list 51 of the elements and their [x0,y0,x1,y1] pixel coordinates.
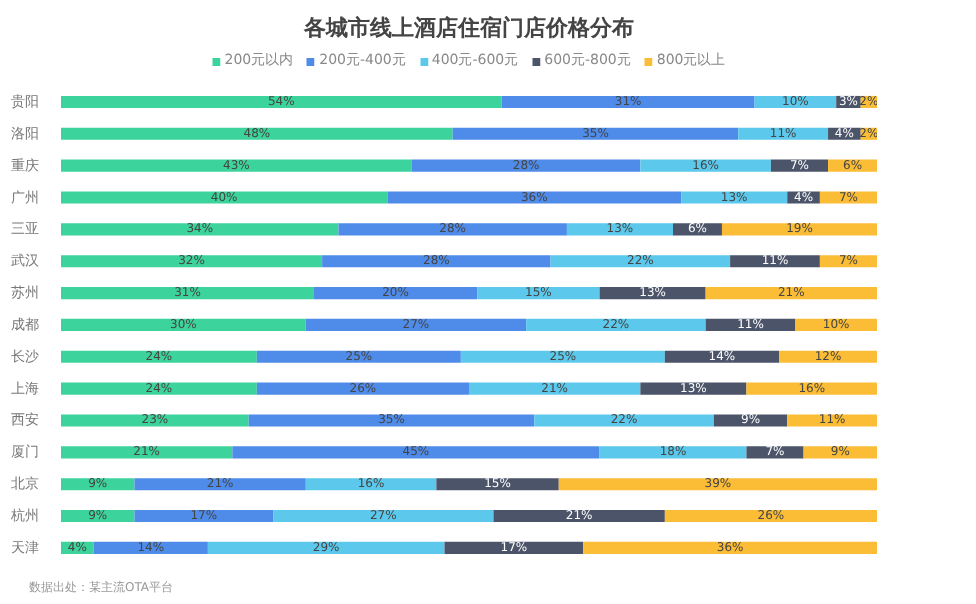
bar [640,159,771,172]
bar [61,382,257,395]
bar [387,191,682,204]
bar [452,127,739,140]
bar [322,255,551,268]
bar [501,95,755,109]
bar [248,414,535,427]
bar [61,223,339,236]
bar [436,478,559,491]
bar [207,541,445,554]
bar [819,191,877,204]
bar [550,255,731,268]
bar [469,382,641,395]
bar [61,95,502,109]
bar [134,478,306,491]
bar [61,159,412,172]
bar [599,446,747,459]
bar [713,414,788,427]
bar [558,478,877,491]
bar [444,541,584,554]
bar [305,478,437,491]
bar [787,414,877,427]
bar [61,318,306,331]
bar [534,414,714,427]
bar [460,350,665,363]
bar [705,287,877,300]
bar [61,287,314,300]
bar [746,382,877,395]
bar [313,287,478,300]
bar [493,509,665,523]
chart-title: 各城市线上酒店住宿门店价格分布 [302,15,634,41]
bar [61,350,257,363]
bar [721,223,877,236]
bar [61,255,323,268]
bar [681,191,788,204]
bar [256,382,469,395]
bar [338,223,567,236]
bar [61,127,453,140]
bar [664,509,877,523]
bar [305,318,527,331]
bar [134,509,274,523]
bar [273,509,494,523]
bar [232,446,600,459]
bar [411,159,641,172]
bar [256,350,461,363]
bar [61,446,233,459]
bar [61,414,249,427]
bar [526,318,706,331]
bar [61,191,388,204]
bar [583,541,877,554]
bar [477,287,600,300]
